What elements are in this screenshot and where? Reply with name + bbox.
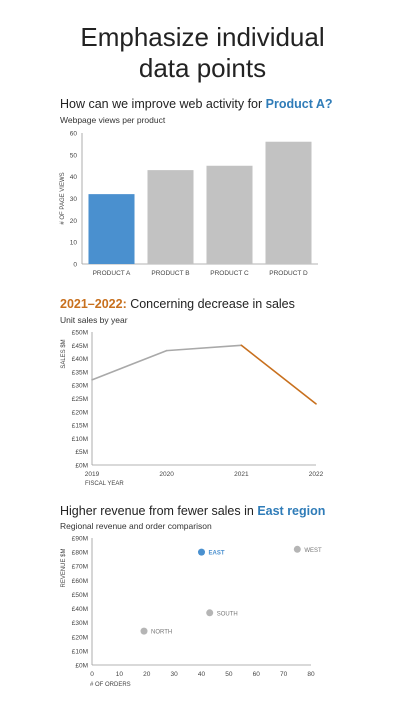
y-tick-label: £80M <box>72 550 88 557</box>
x-tick-label: 50 <box>225 671 233 678</box>
bar-chart-title-highlight: Product A? <box>265 97 333 111</box>
y-tick-label: £25M <box>72 396 88 403</box>
y-tick-label: 40 <box>70 174 78 181</box>
y-tick-label: £45M <box>72 343 88 350</box>
x-tick-label: PRODUCT D <box>269 270 308 277</box>
y-tick-label: £0M <box>75 663 88 670</box>
x-tick-label: PRODUCT C <box>210 270 249 277</box>
y-tick-label: £20M <box>72 634 88 641</box>
line-chart-title-highlight: 2021–2022: <box>60 297 127 311</box>
y-axis-label: SALES $M <box>61 339 67 368</box>
line-segment <box>91 349 168 381</box>
scatter-chart-title-text: Higher revenue from fewer sales in <box>60 504 258 518</box>
x-tick-label: 30 <box>171 671 179 678</box>
bar <box>265 141 312 264</box>
y-tick-label: £5M <box>75 449 88 456</box>
y-tick-label: £40M <box>72 356 88 363</box>
point-label: SOUTH <box>217 611 238 617</box>
point-label: EAST <box>209 551 225 557</box>
y-tick-label: 0 <box>73 262 77 269</box>
scatter-point <box>198 548 205 556</box>
y-tick-label: 30 <box>70 196 78 203</box>
bar-chart-title-text: How can we improve web activity for <box>60 97 266 111</box>
y-tick-label: £30M <box>72 620 88 627</box>
point-label: WEST <box>304 548 322 554</box>
y-tick-label: 10 <box>70 240 78 247</box>
bar <box>206 165 253 264</box>
bar <box>88 194 135 264</box>
bar <box>147 170 194 264</box>
y-tick-label: £15M <box>72 423 88 430</box>
y-tick-label: £50M <box>72 592 88 599</box>
y-axis-label: # OF PAGE VIEWS <box>60 172 66 224</box>
x-tick-label: 2021 <box>234 471 249 478</box>
y-tick-label: £0M <box>75 463 88 470</box>
y-tick-label: £50M <box>72 330 88 337</box>
x-tick-label: PRODUCT B <box>151 270 189 277</box>
y-tick-label: £20M <box>72 409 88 416</box>
y-tick-label: 50 <box>70 152 78 159</box>
y-tick-label: 60 <box>70 131 78 138</box>
page-title: Emphasize individual data points <box>0 22 405 84</box>
x-axis-label: # OF ORDERS <box>90 682 131 688</box>
x-tick-label: 80 <box>307 671 315 678</box>
line-chart-title-text: Concerning decrease in sales <box>126 297 295 311</box>
x-tick-label: 0 <box>90 671 94 678</box>
scatter-chart-subtitle: Regional revenue and order comparison <box>60 521 212 531</box>
y-tick-label: £70M <box>72 564 88 571</box>
y-tick-label: £10M <box>72 648 88 655</box>
x-tick-label: 20 <box>143 671 151 678</box>
y-tick-label: £60M <box>72 578 88 585</box>
x-tick-label: 2022 <box>309 471 324 478</box>
bar-chart-subtitle: Webpage views per product <box>60 115 166 125</box>
bar-chart-title: How can we improve web activity for Prod… <box>60 97 333 111</box>
x-tick-label: PRODUCT A <box>93 270 131 277</box>
y-tick-label: £10M <box>72 436 88 443</box>
scatter-chart-title-highlight: East region <box>257 504 326 518</box>
scatter-point <box>293 545 301 553</box>
line-chart: £0M £5M £10M £15M £20M £25M £30M £35M £40M £45M £5… <box>61 330 324 488</box>
line-segment <box>165 344 243 352</box>
scatter-chart-title: Higher revenue from fewer sales in East … <box>60 504 325 518</box>
page-title-line2: data points <box>138 53 267 83</box>
x-axis-label: FISCAL YEAR <box>85 481 124 487</box>
x-tick-label: 70 <box>280 671 288 678</box>
point-label: NORTH <box>151 630 172 636</box>
bar-chart: 0 10 20 30 40 50 60 # OF PAGE VIEWS PRODUCT A PRO… <box>60 131 318 277</box>
y-tick-label: £40M <box>72 606 88 613</box>
scatter-point <box>140 627 148 635</box>
x-tick-label: 10 <box>116 671 124 678</box>
page-title-line1: Emphasize individual <box>80 22 325 52</box>
line-segment <box>240 344 317 405</box>
x-tick-label: 60 <box>253 671 261 678</box>
scatter-point <box>206 609 214 617</box>
x-tick-label: 2020 <box>159 471 174 478</box>
line-chart-title: 2021–2022: Concerning decrease in sales <box>60 297 295 311</box>
y-axis-label: REVENUE $M <box>61 548 67 587</box>
x-tick-label: 40 <box>198 671 206 678</box>
line-chart-subtitle: Unit sales by year <box>60 315 128 325</box>
y-tick-label: £35M <box>72 369 88 376</box>
y-tick-label: £90M <box>72 536 88 543</box>
y-tick-label: 20 <box>70 218 78 225</box>
x-tick-label: 2019 <box>85 471 100 478</box>
y-tick-label: £30M <box>72 383 88 390</box>
